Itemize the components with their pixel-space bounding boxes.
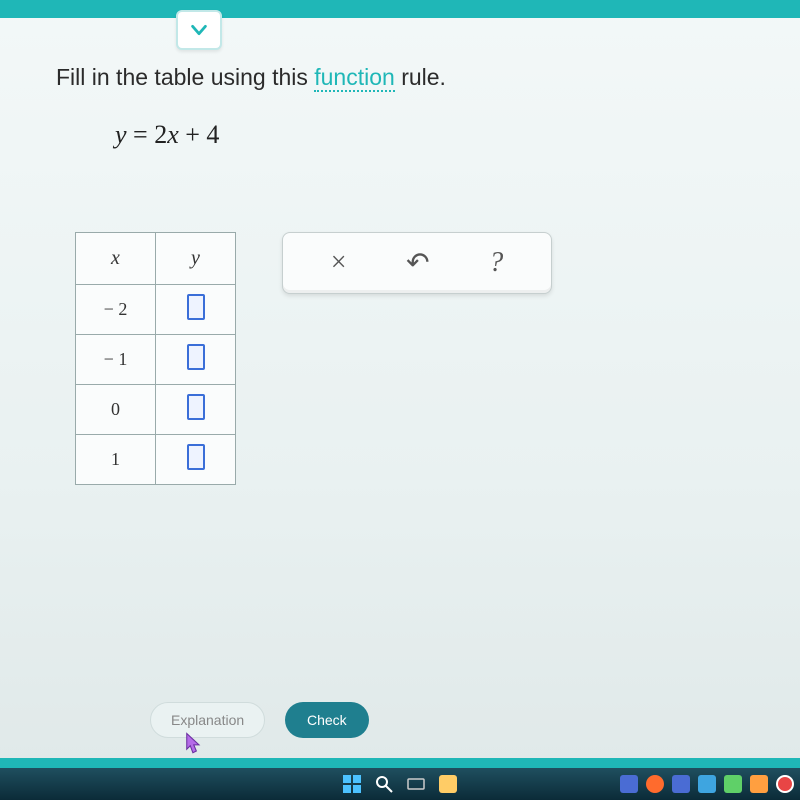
input-toolbar: × ↶ ? <box>282 232 552 294</box>
check-button[interactable]: Check <box>285 702 369 738</box>
table-header-y: y <box>156 233 236 285</box>
expand-button[interactable] <box>176 10 222 50</box>
y-cell <box>156 385 236 435</box>
y-cell <box>156 435 236 485</box>
app-icon[interactable] <box>698 775 716 793</box>
x-cell: − 2 <box>76 285 156 335</box>
help-icon[interactable]: ? <box>489 247 503 279</box>
app-icon[interactable] <box>724 775 742 793</box>
y-input[interactable] <box>187 444 205 470</box>
taskview-icon[interactable] <box>406 774 426 794</box>
x-cell: 0 <box>76 385 156 435</box>
function-keyword-link[interactable]: function <box>314 64 395 92</box>
y-cell <box>156 285 236 335</box>
y-input[interactable] <box>187 344 205 370</box>
explanation-button[interactable]: Explanation <box>150 702 265 738</box>
app-icon[interactable] <box>750 775 768 793</box>
table-row: 0 <box>76 385 236 435</box>
x-cell: 1 <box>76 435 156 485</box>
equation: y = 2x + 4 <box>115 120 219 150</box>
undo-icon[interactable]: ↶ <box>406 246 429 280</box>
clear-icon[interactable]: × <box>331 247 347 279</box>
instruction-prefix: Fill in the table using this <box>56 64 314 90</box>
instruction-text: Fill in the table using this function ru… <box>56 64 446 91</box>
instruction-suffix: rule. <box>395 64 446 90</box>
x-cell: − 1 <box>76 335 156 385</box>
search-icon[interactable] <box>374 774 394 794</box>
explorer-icon[interactable] <box>438 774 458 794</box>
app-icon[interactable] <box>672 775 690 793</box>
taskbar-right <box>620 775 794 793</box>
table-header-x: x <box>76 233 156 285</box>
table-row: − 1 <box>76 335 236 385</box>
start-icon[interactable] <box>342 774 362 794</box>
app-icon[interactable] <box>646 775 664 793</box>
function-table: x y − 2 − 1 0 1 <box>75 232 236 485</box>
top-bar <box>0 0 800 18</box>
y-input[interactable] <box>187 394 205 420</box>
y-input[interactable] <box>187 294 205 320</box>
windows-taskbar[interactable] <box>0 768 800 800</box>
table-row: 1 <box>76 435 236 485</box>
y-cell <box>156 335 236 385</box>
taskbar-center <box>342 774 458 794</box>
app-icon[interactable] <box>620 775 638 793</box>
cursor-icon <box>178 730 206 758</box>
table-row: − 2 <box>76 285 236 335</box>
app-icon[interactable] <box>776 775 794 793</box>
chevron-down-icon <box>188 19 210 41</box>
